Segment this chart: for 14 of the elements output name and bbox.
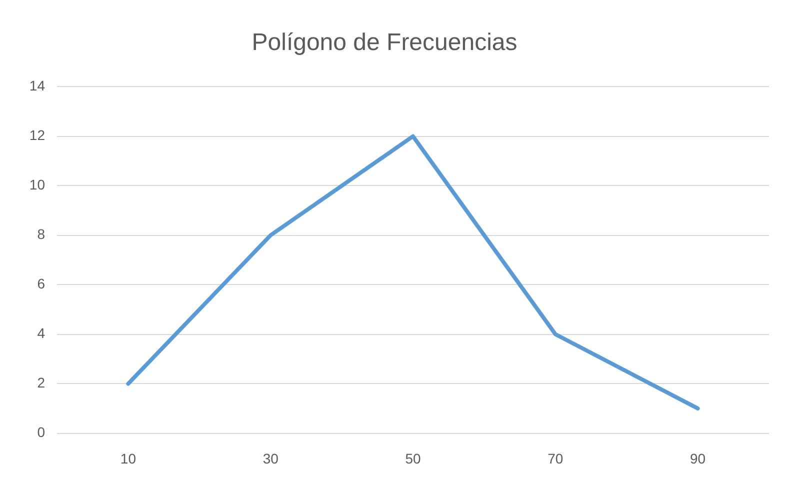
x-tick-label: 90 [690,450,706,466]
y-tick-label: 12 [29,127,46,144]
y-tick-label: 6 [37,276,46,292]
y-tick-label: 8 [37,226,46,242]
x-tick-label: 30 [262,450,279,466]
x-tick-label: 70 [548,450,564,466]
x-tick-label: 10 [120,450,136,466]
x-tick-label: 50 [405,450,421,466]
y-tick-label: 0 [37,424,46,440]
y-tick-label: 10 [29,176,46,193]
y-tick-label: 4 [37,325,46,342]
y-tick-label: 14 [29,78,46,94]
chart-title: Polígono de Frecuencias [252,29,518,56]
y-tick-label: 2 [37,374,46,391]
